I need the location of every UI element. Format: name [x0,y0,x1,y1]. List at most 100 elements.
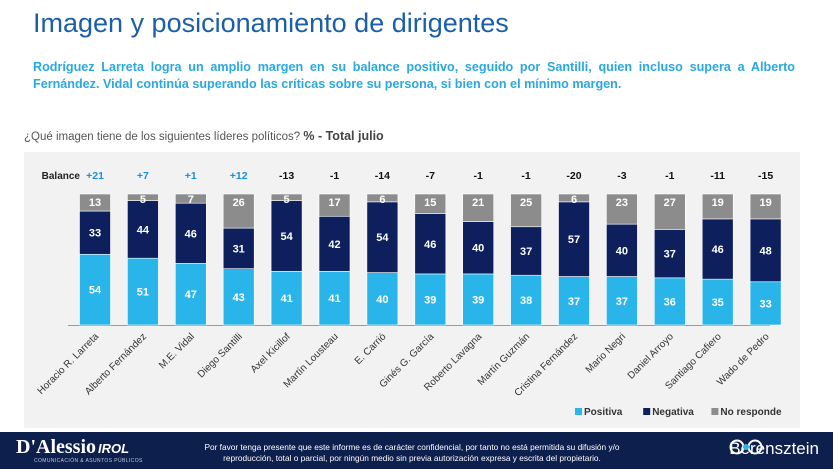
data-label: 51 [137,287,149,299]
data-label: 5 [284,194,290,206]
category-label: Axel Kicillof [249,331,293,375]
data-label: 40 [376,294,388,306]
bar-segment-negativa [701,218,734,280]
data-label: 39 [424,294,436,306]
balance-value: -1 [474,170,483,182]
data-label: 41 [280,293,292,305]
bar-segment-negativa [127,200,159,259]
bar-segment-negativa [510,226,542,276]
balance-value: -1 [330,170,339,182]
dalessio-irol-logo: D'Alessio IROL COMUNICACIÓN & ASUNTOS PÚB… [16,436,142,464]
bar-segment-negativa [366,201,399,273]
bar-segment-no-responde [414,193,447,214]
data-label: 15 [424,197,436,209]
footer-bar: D'Alessio IROL COMUNICACIÓN & ASUNTOS PÚB… [0,432,833,469]
bar-segment-positiva [414,273,447,326]
bar-segment-no-responde [653,193,686,230]
balance-value: -15 [758,170,773,182]
category-label: Daniel Arroyo [626,331,677,382]
logo-left-sub: COMUNICACIÓN & ASUNTOS PÚBLICOS [34,458,143,464]
data-label: 7 [188,194,194,206]
data-label: 46 [424,239,436,251]
data-label: 37 [568,296,580,308]
legend-swatch [643,408,651,415]
data-label: 54 [280,231,293,243]
bar-segment-positiva [510,274,542,326]
data-label: 42 [328,239,340,251]
logo-left-main: D'Alessio [16,436,96,458]
data-label: 5 [140,194,146,206]
data-label: 39 [472,294,484,306]
bar-segment-no-responde [366,193,399,203]
balance-value: +7 [137,170,149,182]
bar-segment-negativa [653,229,686,279]
data-label: 21 [472,197,484,209]
bar-segment-no-responde [606,193,638,225]
balance-value: +12 [230,170,248,182]
data-label: 36 [664,296,676,308]
berensztein-mark-icon [729,439,763,455]
bar-segment-positiva [222,268,255,326]
berensztein-logo: Berensztein [729,439,819,459]
legend-label: Negativa [652,407,694,418]
bar-segment-negativa [749,218,782,283]
bar-segment-no-responde [558,193,590,203]
bar-segment-no-responde [701,193,734,220]
bar-segment-no-responde [79,193,111,212]
data-label: 38 [520,295,532,307]
data-label: 19 [712,197,724,209]
data-label: 47 [185,289,197,301]
data-label: 13 [89,197,101,209]
question-text: ¿Qué imagen tiene de los siguientes líde… [24,131,301,143]
data-label: 26 [233,197,245,209]
data-label: 48 [759,245,771,257]
category-label: Wado de Pedro [715,331,772,388]
category-label: M.E. Vidal [157,331,197,371]
balance-value: -7 [426,170,435,182]
bar-segment-positiva [366,272,399,326]
data-label: 33 [89,228,101,240]
bar-segment-positiva [175,263,207,326]
bar-segment-negativa [606,223,638,277]
data-label: 46 [712,244,724,256]
bar-segment-no-responde [462,193,495,222]
data-label: 35 [712,297,724,309]
balance-value: -11 [710,170,725,182]
bar-segment-negativa [462,221,495,275]
data-label: 46 [185,228,197,240]
data-label: 23 [616,197,628,209]
bar-segment-positiva [606,276,638,326]
data-label: 37 [520,246,532,258]
confidentiality-notice: Por favor tenga presente que este inform… [204,442,620,463]
balance-label: Balance [42,171,81,182]
data-label: 44 [137,224,150,236]
bar-segment-positiva [749,281,782,326]
category-label: E. Carrió [353,331,389,367]
data-label: 57 [568,234,580,246]
data-label: 54 [376,232,389,244]
bar-segment-no-responde [175,193,207,204]
data-label: 37 [616,296,628,308]
bar-segment-negativa [175,202,207,264]
data-label: 27 [664,197,676,209]
bar-segment-no-responde [127,193,159,201]
logo-left-suffix: IROL [98,441,130,456]
data-label: 6 [571,194,577,206]
bar-segment-negativa [222,227,255,269]
legend-swatch [575,408,582,415]
data-label: 19 [759,197,771,209]
data-label: 25 [520,197,532,209]
balance-value: +21 [86,170,104,182]
data-label: 43 [233,292,245,304]
bar-segment-no-responde [318,193,351,217]
bar-segment-no-responde [270,193,303,201]
legend-label: Positiva [584,407,623,418]
chart-question: ¿Qué imagen tiene de los siguientes líde… [24,129,384,143]
bar-segment-negativa [318,215,351,272]
bar-segment-no-responde [510,193,542,228]
bar-segment-positiva [318,270,351,326]
balance-value: -13 [279,170,294,182]
data-label: 31 [233,243,245,255]
balance-value: -1 [521,170,530,182]
bar-segment-positiva [462,273,495,326]
